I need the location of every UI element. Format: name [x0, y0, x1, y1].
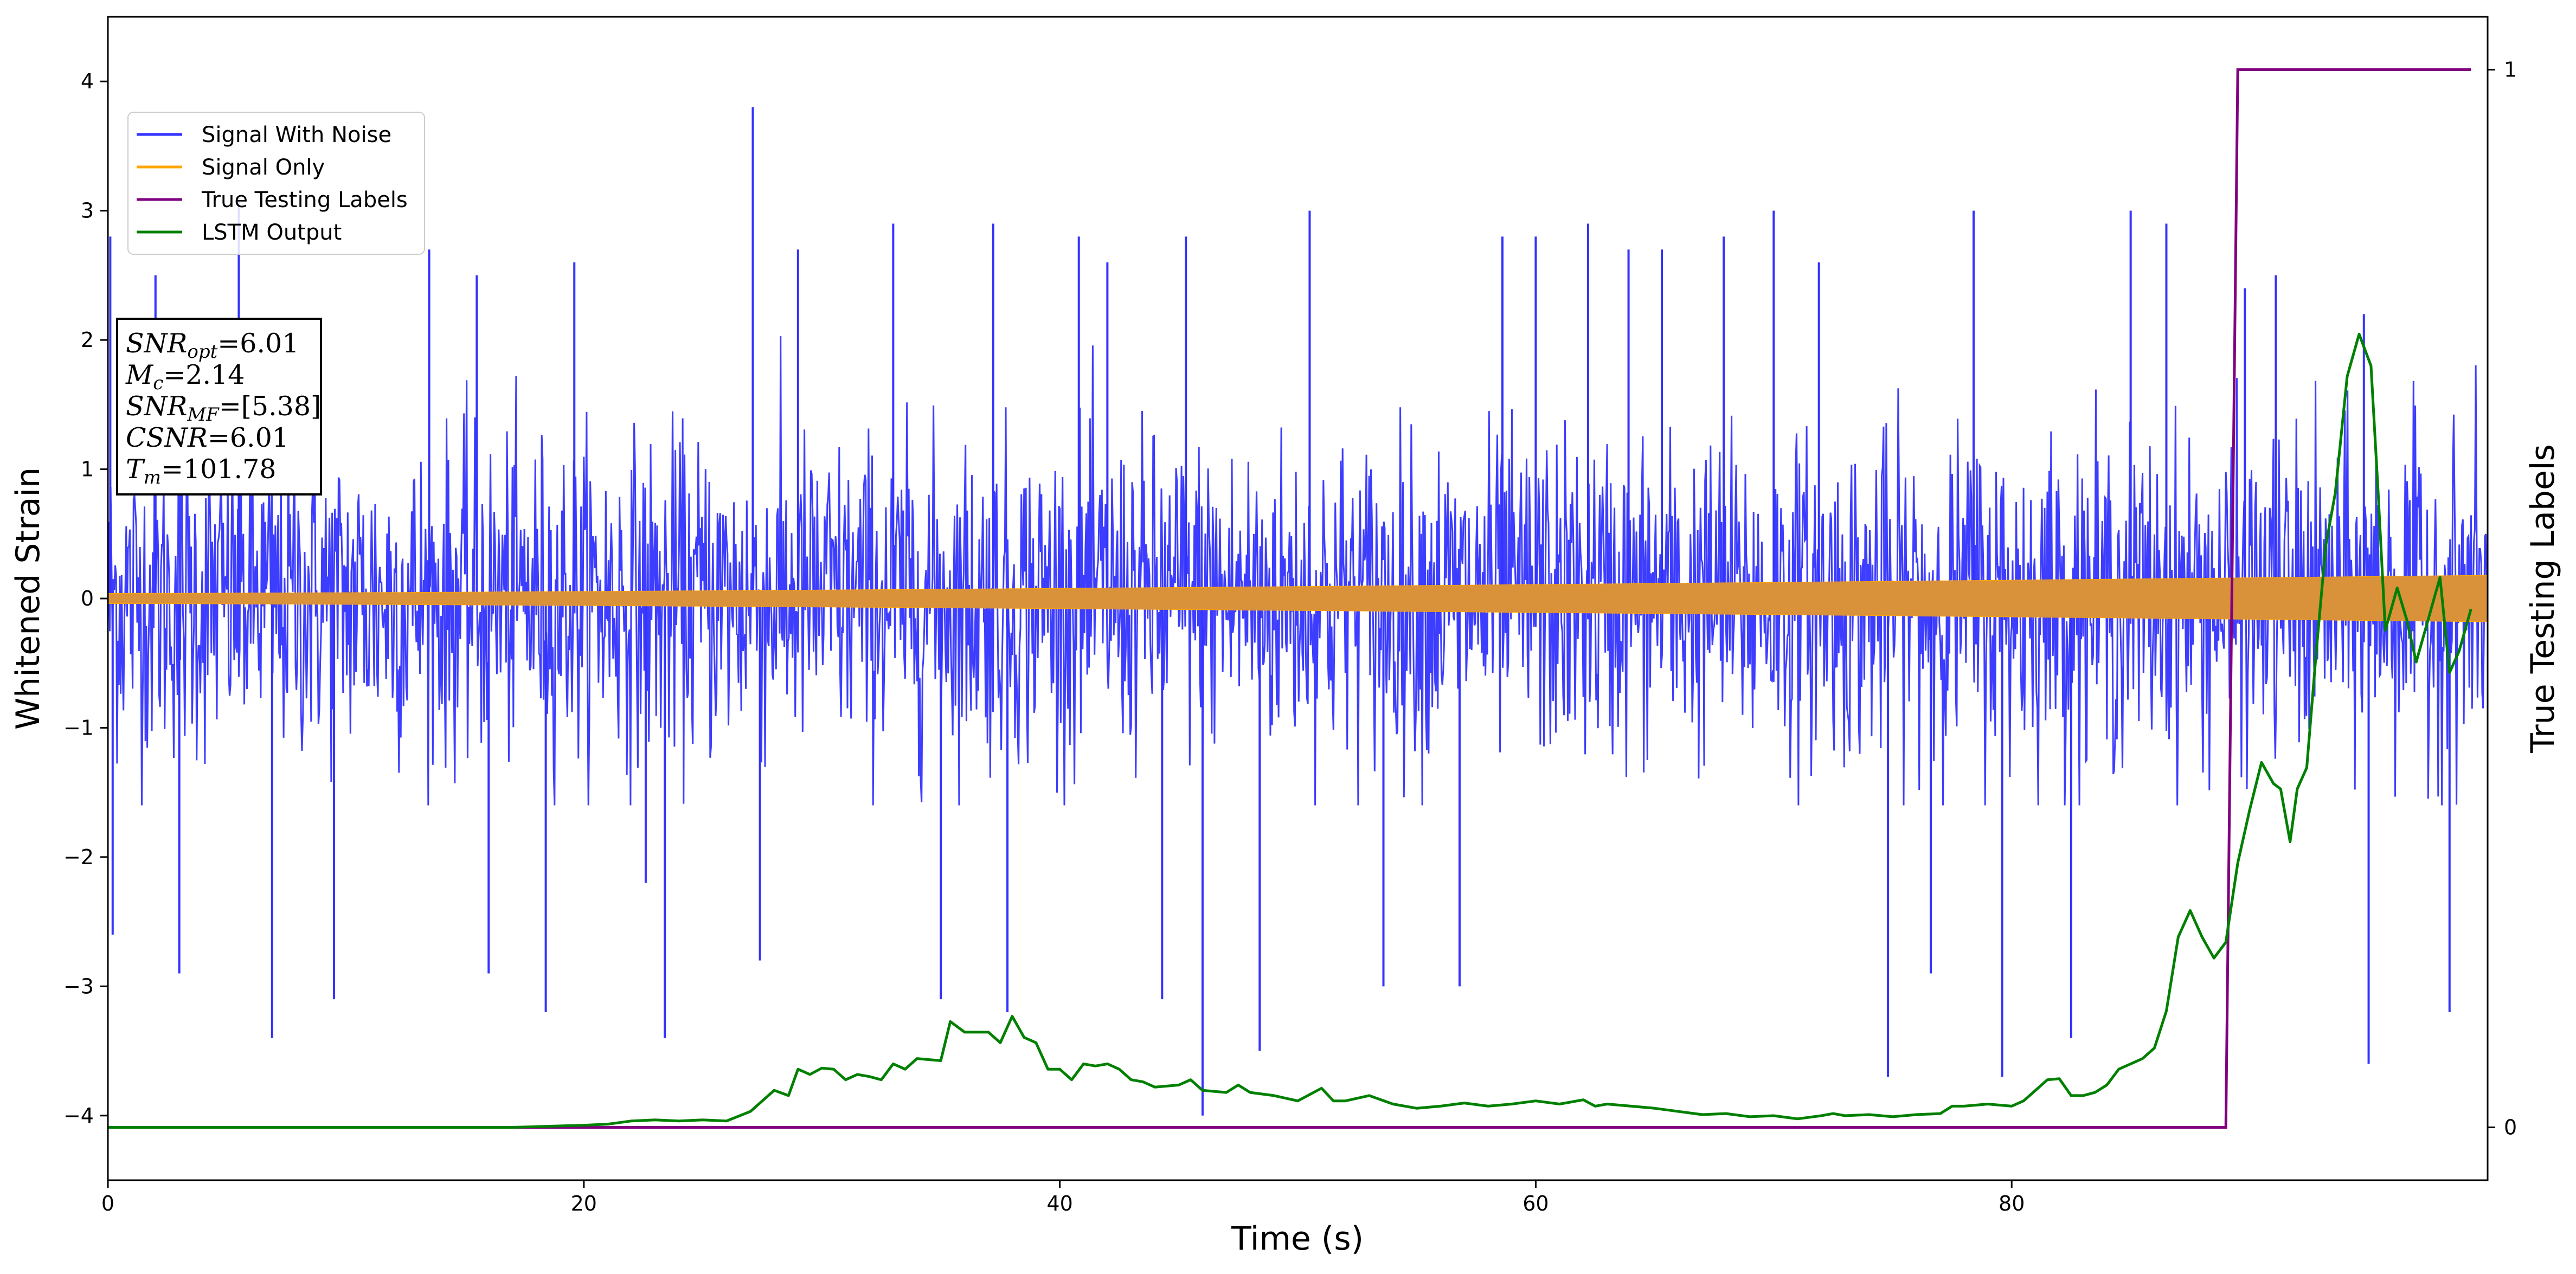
legend-label-true-testing-labels: True Testing Labels [201, 188, 408, 213]
y2-tick-label-1: 1 [2504, 58, 2517, 82]
x-tick-label-0: 0 [101, 1192, 114, 1215]
plot-area [108, 68, 2488, 1129]
y2-axis-title: True Testing Labels [2524, 444, 2562, 754]
y-tick-label--1: −1 [63, 716, 94, 739]
y-tick-label-3: 3 [81, 199, 94, 223]
info-box-frame [116, 318, 322, 496]
info-line-0: SNRopt=6.01 [126, 328, 299, 363]
y-axis-right: 01 [2488, 58, 2517, 1139]
x-axis: 0 20 40 60 80 [101, 1180, 2025, 1215]
y-axis-title: Whitened Strain [9, 467, 47, 730]
y2-tick-label-0: 0 [2504, 1115, 2517, 1139]
y-tick-label-1: 1 [81, 458, 94, 481]
series-true-testing-labels [108, 68, 2471, 1129]
y-tick-label--4: −4 [63, 1104, 94, 1128]
y-tick-label-0: 0 [81, 587, 94, 610]
x-tick-label-20: 20 [571, 1192, 597, 1215]
x-tick-label-60: 60 [1523, 1192, 1549, 1215]
series-lstm-output [108, 332, 2472, 1129]
info-line-1: Mc=2.14 [125, 359, 245, 394]
legend-label-lstm-output: LSTM Output [202, 220, 342, 245]
info-line-2: SNRMF=[5.38] [126, 391, 321, 426]
series-signal-only [108, 575, 2488, 622]
x-tick-label-40: 40 [1046, 1192, 1072, 1215]
x-tick-label-80: 80 [1999, 1192, 2025, 1215]
legend-box [127, 112, 425, 255]
info-line-4: Tm=101.78 [126, 454, 276, 488]
x-axis-title: Time (s) [1231, 1220, 1364, 1258]
y-tick-label--2: −2 [63, 845, 94, 869]
info-line-3: CSNR=6.01 [126, 422, 289, 453]
legend-label-signal-only: Signal Only [202, 155, 325, 180]
legend: Signal With Noise Signal Only True Testi… [127, 112, 425, 255]
legend-label-signal-with-noise: Signal With Noise [202, 123, 391, 147]
y-tick-label-4: 4 [81, 69, 94, 93]
info-box: SNRopt=6.01Mc=2.14SNRMF=[5.38]CSNR=6.01T… [116, 318, 322, 496]
y-tick-label--3: −3 [63, 974, 94, 998]
noise-trace [108, 336, 2488, 806]
y-axis-left: −4 −3 −2 −1 0 1 2 3 4 [63, 69, 108, 1128]
y-tick-label-2: 2 [81, 328, 94, 352]
series-signal-with-noise [108, 107, 2488, 1116]
